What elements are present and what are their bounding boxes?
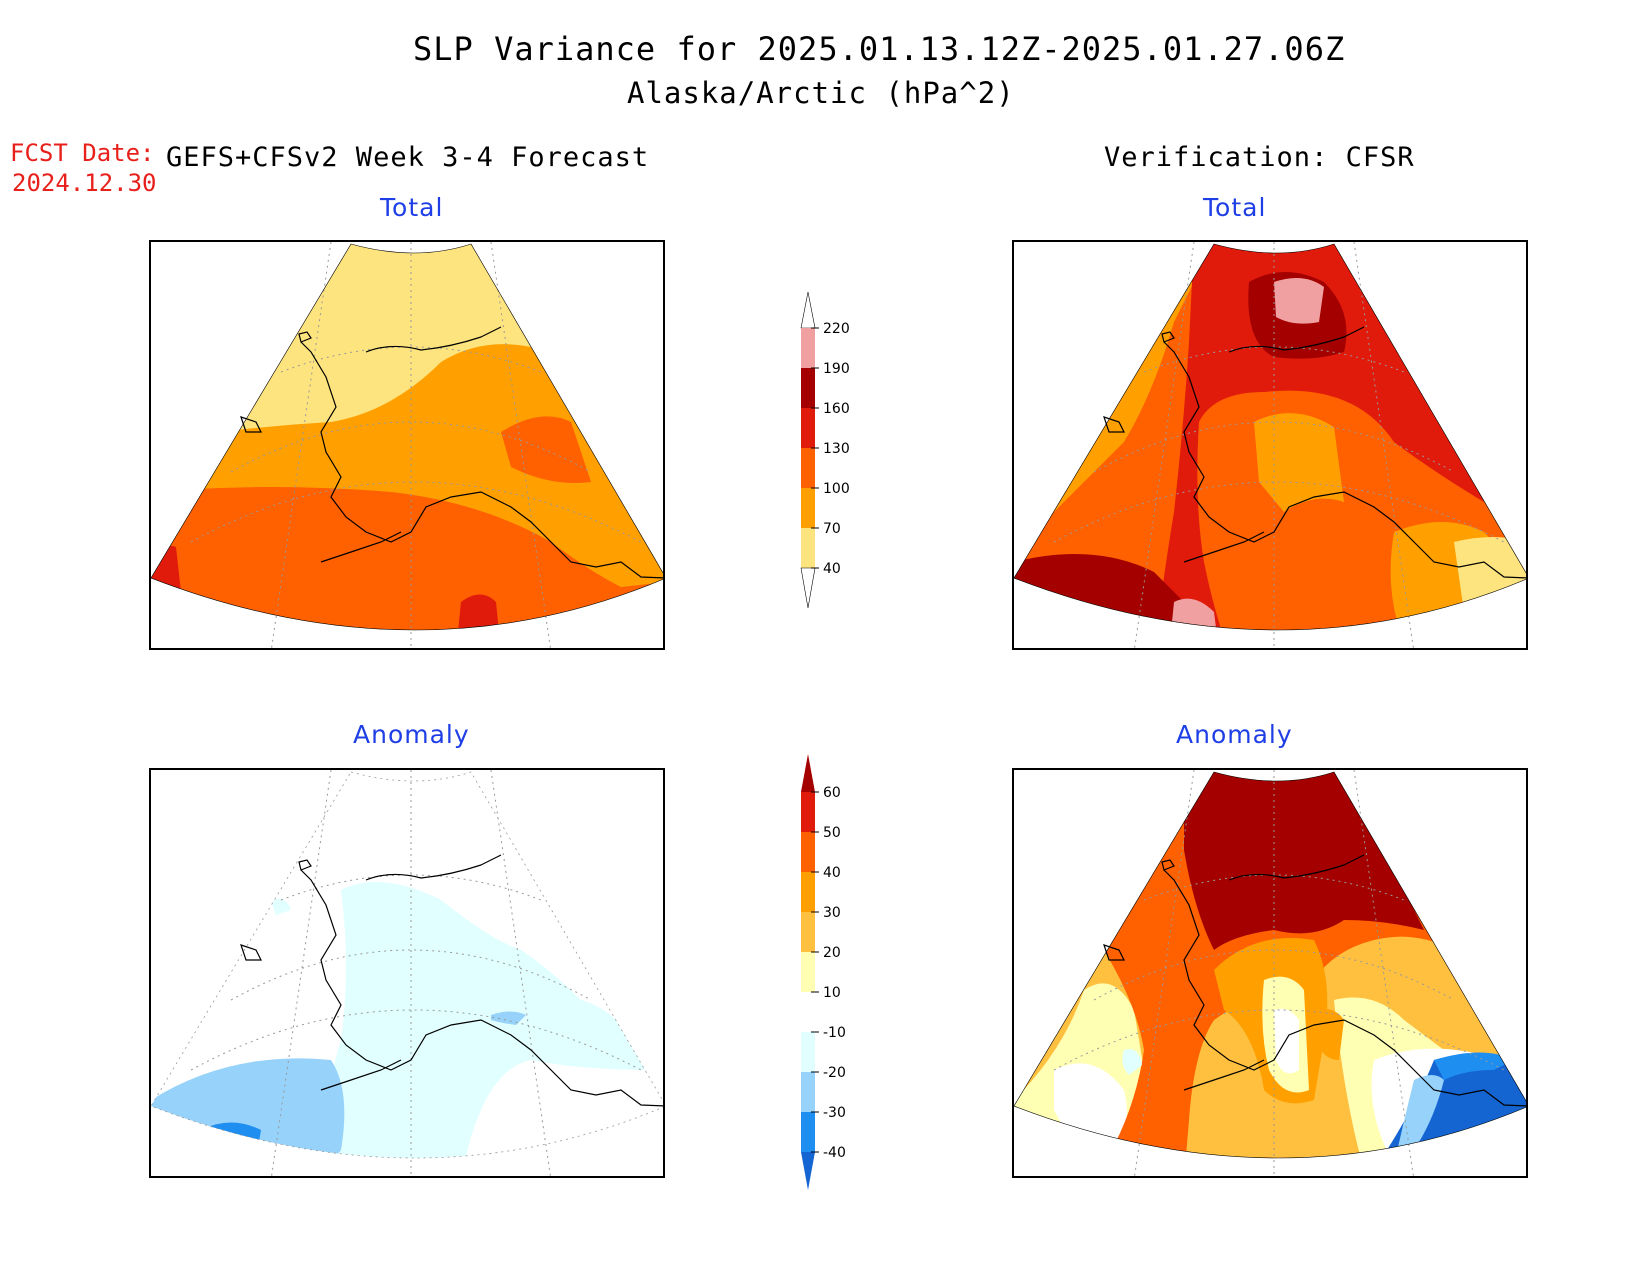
colorbar-total-box [801, 408, 815, 448]
colorbar-total-label: 100 [823, 481, 850, 497]
colorbar-anomaly-box [801, 912, 815, 952]
colorbar-anomaly-label: 50 [823, 825, 841, 841]
colorbar-anomaly-box [801, 792, 815, 832]
colorbar-total-top-arrow [800, 291, 816, 329]
figure-title: SLP Variance for 2025.01.13.12Z-2025.01.… [413, 30, 1346, 68]
colorbar-anomaly-label: -40 [823, 1145, 846, 1161]
total-colorbar: 40 70 100 130 160 190 220 [800, 291, 850, 609]
colorbar-total-box [801, 448, 815, 488]
colorbar-total-box [801, 328, 815, 368]
colorbar-anomaly-label: 40 [823, 865, 841, 881]
colorbar-total-bottom-arrow [800, 567, 816, 609]
verification-total-map [1012, 240, 1528, 650]
colorbar-anomaly-box [801, 1072, 815, 1112]
forecast-anomaly-map [149, 768, 665, 1178]
forecast-total-title: Total [380, 193, 444, 222]
verification-anomaly-map [1012, 768, 1528, 1178]
forecast-anomaly-title: Anomaly [353, 720, 470, 749]
colorbar-anomaly-box [801, 872, 815, 912]
colorbar-total-label: 40 [823, 561, 841, 577]
colorbar-anomaly-box [801, 952, 815, 992]
colorbar-anomaly-box [801, 1032, 815, 1072]
verification-total-title: Total [1203, 193, 1267, 222]
colorbar-anomaly-label: 20 [823, 945, 841, 961]
figure-subtitle: Alaska/Arctic (hPa^2) [627, 76, 1015, 110]
colorbar-total-label: 130 [823, 441, 850, 457]
colorbar-total-box [801, 488, 815, 528]
colorbar-anomaly-label: 60 [823, 785, 841, 801]
anomaly-colorbar: -40 -30 -20 -10 10 20 30 40 50 60 [801, 754, 846, 1190]
colorbar-anomaly-bottom-arrow [801, 1152, 815, 1190]
colorbar-anomaly-label: -20 [823, 1065, 846, 1081]
colorbar-total-box [801, 368, 815, 408]
colorbar-anomaly-label: -30 [823, 1105, 846, 1121]
fcst-date-label: FCST Date: [10, 139, 155, 167]
fcst-date-value: 2024.12.30 [12, 169, 157, 197]
verification-anomaly-title: Anomaly [1176, 720, 1293, 749]
colorbar-anomaly-box [801, 1112, 815, 1152]
colorbar-total-box [801, 528, 815, 568]
colorbar-total-label: 160 [823, 401, 850, 417]
colorbar-anomaly-label: 10 [823, 985, 841, 1001]
colorbar-anomaly-label: -10 [823, 1025, 846, 1041]
colorbar-total-label: 70 [823, 521, 841, 537]
forecast-header: GEFS+CFSv2 Week 3-4 Forecast [166, 142, 650, 173]
colorbar-anomaly-label: 30 [823, 905, 841, 921]
colorbar-anomaly-box [801, 832, 815, 872]
colorbar-total-label: 220 [823, 321, 850, 337]
colorbar-anomaly-box [801, 992, 815, 1032]
forecast-total-map [149, 240, 665, 650]
colorbar-total-label: 190 [823, 361, 850, 377]
colorbar-anomaly-top-arrow [801, 754, 815, 792]
verification-header: Verification: CFSR [1104, 142, 1415, 173]
